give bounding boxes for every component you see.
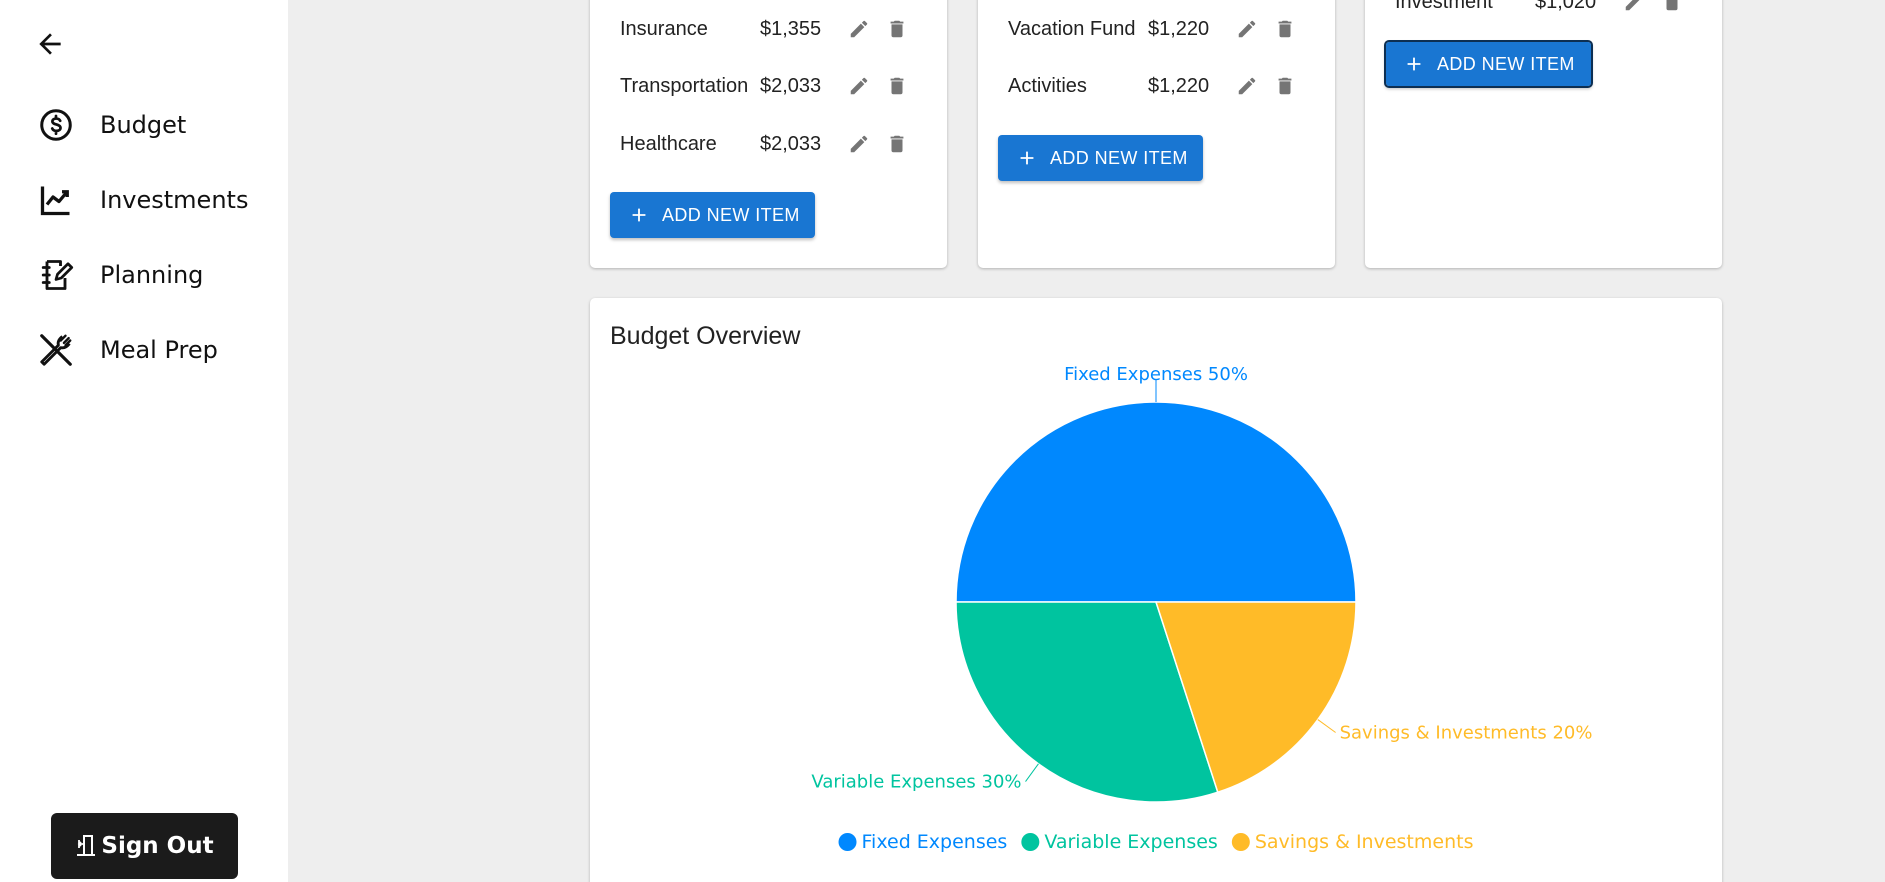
legend-dot (1021, 833, 1040, 851)
pie-slice-savings-investments[interactable] (1154, 601, 1357, 794)
item-name: Transportation (620, 74, 749, 97)
item-name: Healthcare (620, 132, 717, 155)
trash-icon[interactable] (1271, 72, 1299, 100)
pie-slice-label: Variable Expenses 30% (811, 772, 1021, 793)
arrow-left-icon (39, 33, 61, 55)
pie-label-line (1025, 763, 1039, 782)
sidebar: Budget Investments Planning (0, 0, 288, 882)
add-new-item-label: ADD NEW ITEM (662, 204, 800, 225)
legend-dot (1231, 833, 1250, 851)
list-item: Transportation $2,033 (590, 66, 947, 106)
pencil-icon[interactable] (845, 15, 873, 43)
trash-icon[interactable] (883, 15, 911, 43)
item-amount: $1,020 (1535, 0, 1597, 13)
item-name: Insurance (620, 17, 708, 40)
pie-slice-fixed-expenses[interactable] (955, 401, 1357, 603)
item-name: Activities (1008, 74, 1087, 97)
trash-icon[interactable] (1271, 15, 1299, 43)
add-new-item-button[interactable]: ADD NEW ITEM (998, 135, 1203, 181)
sidebar-item-budget[interactable]: Budget (36, 105, 186, 145)
add-new-item-label: ADD NEW ITEM (1437, 53, 1575, 74)
pencil-icon[interactable] (845, 72, 873, 100)
pie-chart: Fixed Expenses 50% Variable Expenses 30% S… (811, 364, 1593, 853)
sign-out-button[interactable]: Sign Out (51, 813, 238, 879)
plus-icon (628, 204, 650, 226)
back-button[interactable] (32, 26, 68, 62)
sidebar-item-label: Planning (100, 261, 204, 289)
sidebar-item-label: Budget (100, 111, 187, 139)
trash-icon[interactable] (883, 130, 911, 158)
plus-icon (1016, 147, 1038, 169)
list-item: Vacation Fund $1,220 (978, 9, 1335, 49)
sidebar-item-investments[interactable]: Investments (36, 180, 248, 220)
sidebar-item-meal-prep[interactable]: Meal Prep (36, 330, 218, 370)
legend-item[interactable]: Variable Expenses (1044, 831, 1218, 853)
pie-label-line (1317, 719, 1336, 733)
chart-line-icon (36, 180, 76, 220)
item-amount: $1,220 (1148, 17, 1210, 40)
budget-overview-card: Budget Overview Fixed Expenses 50% Variab… (590, 298, 1722, 882)
item-amount: $2,033 (760, 132, 822, 155)
add-new-item-label: ADD NEW ITEM (1050, 147, 1188, 168)
door-exit-icon (75, 833, 99, 859)
legend-dot (838, 833, 857, 851)
sign-out-label: Sign Out (101, 833, 214, 859)
pencil-icon[interactable] (1620, 0, 1648, 16)
list-item: Activities $1,220 (978, 66, 1335, 106)
list-item: Investment $1,020 (1365, 0, 1722, 22)
pie-slice-label: Fixed Expenses 50% (1064, 364, 1248, 385)
sidebar-item-label: Investments (100, 186, 249, 214)
pencil-icon[interactable] (1233, 72, 1261, 100)
list-item: Healthcare $2,033 (590, 124, 947, 164)
silverware-icon (36, 330, 76, 370)
trash-icon[interactable] (1658, 0, 1686, 16)
sidebar-item-label: Meal Prep (100, 336, 218, 364)
fixed-expenses-card: Insurance $1,355 Transportation $2,033 H… (590, 0, 947, 268)
dollar-circle-icon (36, 105, 76, 145)
pie-slice-label: Savings & Investments 20% (1340, 722, 1593, 743)
pie-slice-variable-expenses[interactable] (955, 601, 1219, 803)
plus-icon (1403, 53, 1425, 75)
legend-item[interactable]: Fixed Expenses (862, 831, 1008, 853)
notebook-edit-icon (36, 255, 76, 295)
variable-expenses-card: Vacation Fund $1,220 Activities $1,220 A… (978, 0, 1335, 268)
item-name: Investment (1395, 0, 1493, 13)
add-new-item-button[interactable]: ADD NEW ITEM (610, 192, 815, 238)
trash-icon[interactable] (883, 72, 911, 100)
item-amount: $1,355 (760, 17, 822, 40)
legend-item[interactable]: Savings & Investments (1255, 831, 1474, 853)
list-item: Insurance $1,355 (590, 9, 947, 49)
item-amount: $2,033 (760, 74, 822, 97)
item-amount: $1,220 (1148, 74, 1210, 97)
pencil-icon[interactable] (845, 130, 873, 158)
sidebar-item-planning[interactable]: Planning (36, 255, 203, 295)
pencil-icon[interactable] (1233, 15, 1261, 43)
add-new-item-button[interactable]: ADD NEW ITEM (1384, 40, 1593, 88)
item-name: Vacation Fund (1008, 17, 1136, 40)
savings-investments-card: Investment $1,020 ADD NEW ITEM (1365, 0, 1722, 268)
overview-title: Budget Overview (610, 322, 801, 350)
